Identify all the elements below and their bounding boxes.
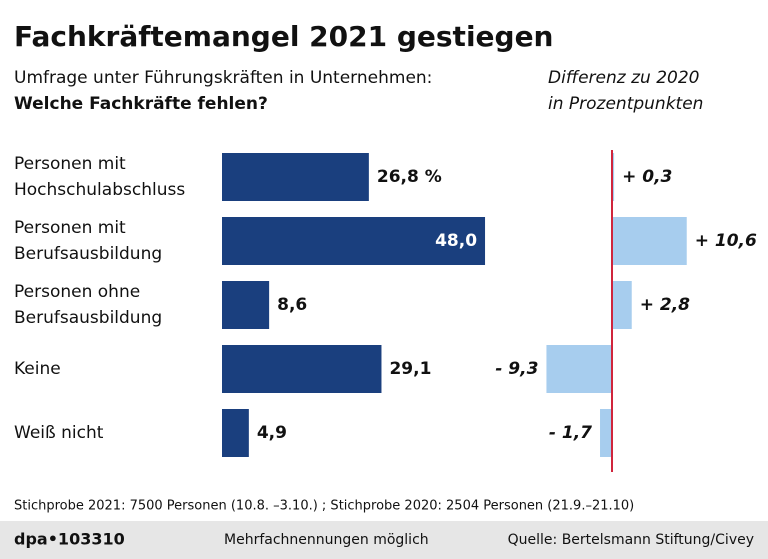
bar: [222, 281, 270, 329]
bar: [612, 153, 615, 201]
value-label: - 1,7: [549, 423, 592, 443]
panel-title: Differenz zu 2020: [548, 68, 699, 88]
source: Quelle: Bertelsmann Stiftung/Civey: [508, 532, 754, 548]
subtitle: Umfrage unter Führungskräften in Unterne…: [14, 68, 432, 88]
bar: [612, 217, 687, 265]
bar: [222, 217, 486, 265]
value-label: + 10,6: [695, 231, 757, 251]
bar: [222, 409, 249, 457]
category-label: Personen mit Berufsausbildung: [14, 218, 162, 264]
bar: [222, 153, 369, 201]
category-label: Personen mit Hochschulabschluss: [14, 154, 185, 200]
value-label: 8,6: [277, 295, 307, 315]
subtitle: Welche Fachkräfte fehlen?: [14, 94, 268, 114]
category-label: Weiß nicht: [14, 423, 104, 443]
value-label: 48,0: [435, 231, 477, 251]
bar: [600, 409, 612, 457]
panel-title: in Prozentpunkten: [548, 94, 703, 114]
value-label: 26,8 %: [377, 167, 442, 187]
value-label: 4,9: [257, 423, 287, 443]
value-label: 29,1: [389, 359, 431, 379]
bar: [222, 345, 382, 393]
agency: dpa•103310: [14, 530, 125, 549]
footer-band: [0, 521, 768, 559]
category-label: Keine: [14, 359, 61, 379]
title: Fachkräftemangel 2021 gestiegen: [14, 20, 554, 53]
category-label: Personen ohne Berufsausbildung: [14, 282, 162, 328]
note: Stichprobe 2021: 7500 Personen (10.8. –3…: [14, 499, 634, 514]
value-label: + 0,3: [622, 167, 672, 187]
value-label: - 9,3: [495, 359, 538, 379]
bar: [612, 281, 632, 329]
value-label: + 2,8: [640, 295, 690, 315]
remark: Mehrfachnennungen möglich: [224, 532, 429, 548]
bar: [546, 345, 612, 393]
